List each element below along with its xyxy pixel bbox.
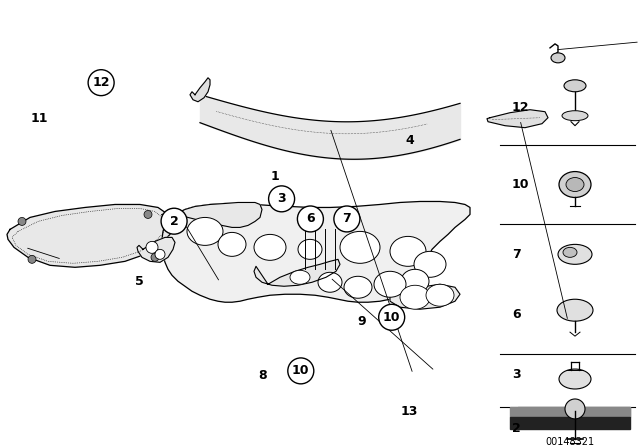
Ellipse shape (559, 369, 591, 389)
Polygon shape (510, 407, 630, 417)
Circle shape (155, 250, 165, 259)
Ellipse shape (400, 285, 430, 309)
Text: 10: 10 (292, 364, 310, 377)
Ellipse shape (566, 177, 584, 191)
Polygon shape (162, 202, 262, 228)
Text: 10: 10 (383, 311, 401, 324)
Ellipse shape (564, 80, 586, 92)
Ellipse shape (390, 237, 426, 266)
Text: 6: 6 (512, 308, 520, 321)
Polygon shape (254, 259, 340, 286)
Circle shape (18, 217, 26, 225)
Circle shape (28, 255, 36, 263)
Polygon shape (510, 407, 630, 417)
Text: 8: 8 (258, 369, 267, 382)
Circle shape (565, 399, 585, 419)
Ellipse shape (374, 271, 406, 297)
Text: 1: 1 (271, 170, 280, 183)
Circle shape (288, 358, 314, 384)
Text: 9: 9 (357, 315, 366, 328)
Text: 3: 3 (277, 192, 286, 205)
Circle shape (161, 208, 187, 234)
Circle shape (298, 206, 323, 232)
Text: 7: 7 (342, 212, 351, 225)
Ellipse shape (426, 284, 454, 306)
Polygon shape (487, 110, 548, 128)
Circle shape (144, 211, 152, 219)
Ellipse shape (557, 299, 593, 321)
Ellipse shape (559, 172, 591, 198)
Ellipse shape (298, 239, 322, 259)
Circle shape (379, 304, 404, 330)
Ellipse shape (562, 111, 588, 121)
Polygon shape (510, 417, 630, 429)
Ellipse shape (551, 53, 565, 63)
Text: 00148321: 00148321 (545, 437, 595, 447)
Ellipse shape (254, 234, 286, 260)
Ellipse shape (401, 269, 429, 293)
Text: 13: 13 (401, 405, 419, 418)
Text: 4: 4 (405, 134, 414, 147)
Text: 7: 7 (512, 248, 521, 261)
Ellipse shape (290, 270, 310, 284)
Text: 6: 6 (306, 212, 315, 225)
Text: 2: 2 (170, 215, 179, 228)
Circle shape (146, 241, 158, 254)
Circle shape (151, 254, 159, 261)
Circle shape (334, 206, 360, 232)
Text: 2: 2 (512, 422, 521, 435)
Polygon shape (190, 78, 210, 102)
Polygon shape (162, 202, 470, 302)
Polygon shape (390, 284, 460, 309)
Ellipse shape (187, 217, 223, 246)
Text: 5: 5 (135, 275, 144, 288)
Text: 11: 11 (31, 112, 49, 125)
Polygon shape (7, 204, 172, 267)
Circle shape (88, 70, 114, 95)
Circle shape (269, 186, 294, 212)
Text: 3: 3 (512, 367, 520, 380)
Ellipse shape (558, 244, 592, 264)
Ellipse shape (563, 247, 577, 257)
Text: 12: 12 (512, 101, 529, 114)
Ellipse shape (218, 233, 246, 256)
Ellipse shape (414, 251, 446, 277)
Text: 12: 12 (92, 76, 110, 89)
Ellipse shape (344, 276, 372, 298)
Ellipse shape (318, 272, 342, 292)
Ellipse shape (340, 232, 380, 263)
Text: 10: 10 (512, 178, 529, 191)
Polygon shape (137, 237, 175, 263)
